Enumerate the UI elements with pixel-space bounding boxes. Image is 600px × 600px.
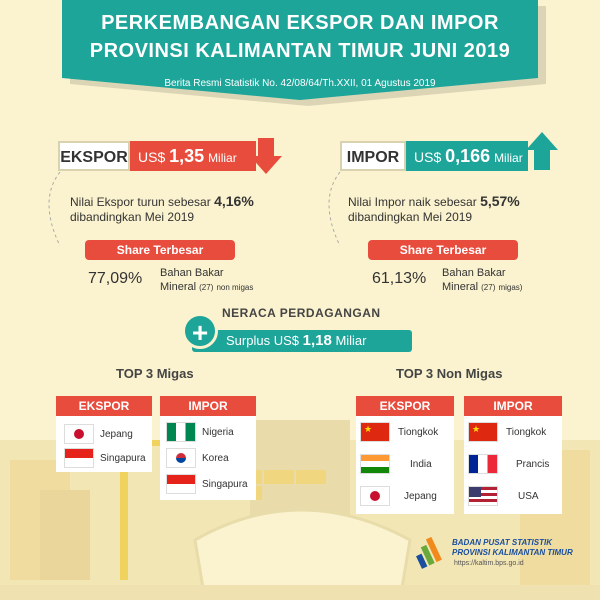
nonmigas-impor-head: IMPOR bbox=[464, 396, 562, 416]
footer-url: https://kaltim.bps.go.id bbox=[454, 560, 524, 567]
ekspor-share-line1: Bahan Bakar bbox=[160, 267, 224, 279]
migas-impor-country-1: Nigeria bbox=[202, 427, 234, 438]
header-banner: PERKEMBANGAN EKSPOR DAN IMPOR PROVINSI K… bbox=[62, 0, 538, 100]
neraca-title: NERACA PERDAGANGAN bbox=[222, 306, 381, 320]
ekspor-desc-line1: Nilai Ekspor turun sebesar bbox=[70, 195, 211, 209]
bps-logo-icon bbox=[416, 536, 442, 569]
ekspor-value: US$ 1,35 Miliar bbox=[130, 141, 256, 171]
nonmigas-ekspor-country-2: India bbox=[410, 459, 432, 470]
ekspor-value-unit: Miliar bbox=[208, 151, 237, 165]
ekspor-share-line2: Mineral bbox=[160, 281, 197, 293]
ekspor-change: 4,16% bbox=[214, 193, 254, 209]
impor-share-line2: Mineral bbox=[442, 281, 479, 293]
ekspor-dotted-connector bbox=[48, 171, 61, 247]
migas-impor-head: IMPOR bbox=[160, 396, 256, 416]
impor-desc-line2: dibandingkan Mei 2019 bbox=[348, 210, 473, 224]
impor-share-pct: 61,13% bbox=[372, 270, 427, 287]
footer-org-line2: PROVINSI KALIMANTAN TIMUR bbox=[452, 548, 573, 557]
title-line-2: PROVINSI KALIMANTAN TIMUR JUNI 2019 bbox=[89, 40, 511, 62]
impor-share-desc: Bahan Bakar Mineral (27) migas) bbox=[442, 266, 522, 295]
nonmigas-impor-country-1: Tiongkok bbox=[506, 427, 547, 438]
flag-france-icon bbox=[468, 454, 498, 474]
flag-korea-icon bbox=[166, 448, 196, 468]
ekspor-share-suffix: non migas bbox=[216, 283, 254, 292]
impor-value-number: 0,166 bbox=[445, 146, 491, 166]
migas-impor-list: Nigeria Korea Singapura bbox=[160, 416, 256, 500]
impor-value-prefix: US$ bbox=[414, 149, 442, 165]
impor-desc-line1: Nilai Impor naik sebesar bbox=[348, 195, 477, 209]
flag-nigeria-icon bbox=[166, 422, 196, 442]
migas-impor-country-3: Singapura bbox=[202, 479, 248, 490]
impor-dotted-connector bbox=[328, 171, 341, 247]
top3-migas-title: TOP 3 Migas bbox=[116, 366, 194, 381]
ekspor-desc-line2: dibandingkan Mei 2019 bbox=[70, 210, 195, 224]
migas-ekspor-country-1: Jepang bbox=[100, 429, 133, 440]
migas-ekspor-head: EKSPOR bbox=[56, 396, 152, 416]
subtitle: Berita Resmi Statistik No. 42/08/64/Th.X… bbox=[164, 78, 436, 89]
ekspor-label: EKSPOR bbox=[58, 141, 130, 171]
ekspor-share-label: Share Terbesar bbox=[85, 240, 235, 260]
nonmigas-ekspor-list: ★ Tiongkok India Jepang bbox=[356, 416, 454, 514]
impor-share-line1: Bahan Bakar bbox=[442, 267, 506, 279]
arrow-down-icon bbox=[250, 138, 282, 174]
impor-value-unit: Miliar bbox=[494, 151, 523, 165]
nonmigas-ekspor-head: EKSPOR bbox=[356, 396, 454, 416]
footer-org-line1: BADAN PUSAT STATISTIK bbox=[452, 538, 552, 547]
impor-value: US$ 0,166 Miliar bbox=[406, 141, 528, 171]
flag-china-icon: ★ bbox=[360, 422, 390, 442]
neraca-value: 1,18 bbox=[302, 332, 332, 349]
flag-china-icon: ★ bbox=[468, 422, 498, 442]
title-line-1: PERKEMBANGAN EKSPOR DAN IMPOR bbox=[101, 12, 499, 34]
nonmigas-ekspor-country-1: Tiongkok bbox=[398, 427, 439, 438]
migas-ekspor-list: Jepang Singapura bbox=[56, 416, 152, 472]
flag-singapore-icon bbox=[166, 474, 196, 494]
nonmigas-ekspor-country-3: Jepang bbox=[404, 491, 437, 502]
nonmigas-impor-list: ★ Tiongkok Prancis USA bbox=[464, 416, 562, 514]
ekspor-share-pct: 77,09% bbox=[88, 270, 143, 287]
ekspor-share-desc: Bahan Bakar Mineral (27) non migas bbox=[160, 266, 253, 295]
nonmigas-impor-country-2: Prancis bbox=[516, 459, 550, 470]
impor-change: 5,57% bbox=[480, 193, 520, 209]
ekspor-value-number: 1,35 bbox=[169, 146, 205, 166]
impor-share-suffix: migas) bbox=[498, 283, 523, 292]
flag-japan-icon bbox=[360, 486, 390, 506]
impor-label: IMPOR bbox=[340, 141, 406, 171]
impor-share-code: (27) bbox=[481, 283, 496, 292]
flag-usa-icon bbox=[468, 486, 498, 506]
ekspor-share-code: (27) bbox=[199, 283, 214, 292]
flag-india-icon bbox=[360, 454, 390, 474]
arrow-up-icon bbox=[526, 132, 558, 170]
ekspor-value-prefix: US$ bbox=[138, 149, 166, 165]
neraca-unit: Miliar bbox=[335, 333, 367, 348]
flag-singapore-icon bbox=[64, 448, 94, 468]
plus-icon: + bbox=[182, 313, 218, 349]
impor-description: Nilai Impor naik sebesar 5,57% dibanding… bbox=[348, 194, 578, 225]
flag-japan-icon bbox=[64, 424, 94, 444]
ekspor-description: Nilai Ekspor turun sebesar 4,16% dibandi… bbox=[70, 194, 290, 225]
neraca-bar: Surplus US$ 1,18 Miliar bbox=[192, 330, 412, 352]
top3-nonmigas-title: TOP 3 Non Migas bbox=[396, 366, 503, 381]
migas-ekspor-country-2: Singapura bbox=[100, 453, 146, 464]
footer-org: BADAN PUSAT STATISTIK PROVINSI KALIMANTA… bbox=[452, 538, 573, 558]
neraca-label: Surplus US$ bbox=[226, 333, 299, 348]
nonmigas-impor-country-3: USA bbox=[518, 491, 539, 502]
impor-share-label: Share Terbesar bbox=[368, 240, 518, 260]
migas-impor-country-2: Korea bbox=[202, 453, 229, 464]
